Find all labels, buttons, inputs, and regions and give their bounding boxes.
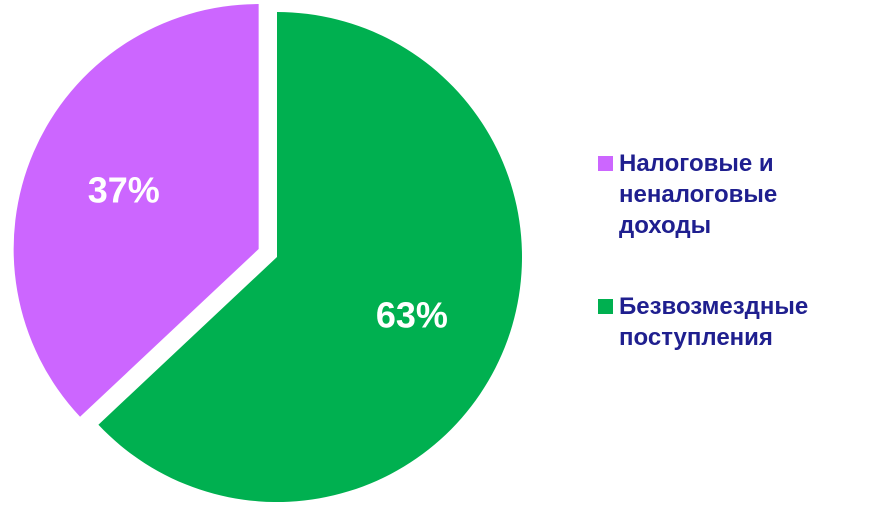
legend-label-line: доходы	[619, 212, 712, 239]
legend-label-line: поступления	[619, 324, 773, 351]
legend-label-tax-revenue: Налоговые и неналоговые доходы	[619, 148, 777, 241]
legend-swatch-grants	[598, 299, 613, 314]
legend-swatch-tax-revenue	[598, 156, 613, 171]
pie-slice	[98, 12, 523, 503]
pie-slice	[13, 4, 259, 417]
legend-label-grants: Безвозмездные поступления	[619, 291, 808, 353]
legend-label-line: Безвозмездные	[619, 293, 809, 320]
slice-data-label: 37%	[88, 170, 160, 211]
legend: Налоговые и неналоговые доходы Безвозмез…	[598, 148, 868, 353]
pie-chart: 63% 37%	[13, 4, 523, 503]
slice-data-label: 63%	[376, 294, 448, 335]
legend-item-grants: Безвозмездные поступления	[598, 291, 868, 353]
legend-label-line: Налоговые и	[619, 150, 774, 177]
legend-label-line: неналоговые	[619, 181, 778, 208]
legend-item-tax-revenue: Налоговые и неналоговые доходы	[598, 148, 868, 241]
